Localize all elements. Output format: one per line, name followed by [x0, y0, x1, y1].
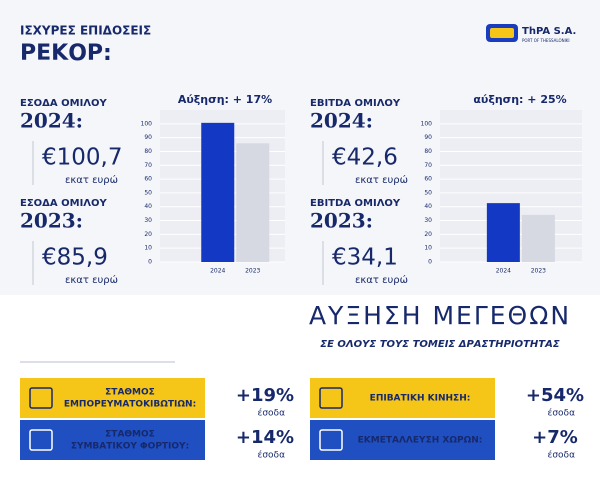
bar — [486, 203, 520, 262]
y-tick-label: 0 — [428, 259, 432, 266]
segment-note: έσοδα — [257, 408, 285, 419]
section-title: ΑΥΞΗΣΗ ΜΕΓΕΘΩΝ — [309, 301, 571, 330]
segment-note: έσοδα — [547, 408, 575, 419]
segment-box — [20, 378, 205, 418]
kpi-unit: εκατ ευρώ — [65, 274, 118, 286]
y-tick-label: 60 — [424, 176, 432, 183]
segment-icon — [319, 387, 343, 409]
segment-icon — [319, 429, 343, 451]
chart-title: Αύξηση: + 17% — [178, 93, 272, 106]
y-tick-label: 60 — [144, 176, 152, 183]
segment-label: ΣΤΑΘΜΟΣ — [105, 388, 155, 398]
x-tick-label: 2023 — [245, 268, 260, 275]
segment-note: έσοδα — [547, 450, 575, 461]
y-tick-label: 70 — [144, 162, 152, 169]
kpi-value: €100,7 — [42, 145, 122, 171]
kpi-label: EBITDA ΟΜΙΛΟΥ — [310, 98, 401, 109]
y-tick-label: 10 — [424, 245, 432, 252]
y-tick-label: 90 — [144, 134, 152, 141]
y-tick-label: 10 — [144, 245, 152, 252]
segment-label: ΕΚΜΕΤΑΛΛΕΥΣΗ ΧΩΡΩΝ: — [358, 436, 483, 446]
kpi-year: 2024: — [310, 109, 373, 133]
kpi-unit: εκατ ευρώ — [65, 174, 118, 186]
segment-change: +54% — [526, 385, 584, 406]
x-tick-label: 2024 — [496, 268, 511, 275]
x-tick-label: 2023 — [531, 268, 546, 275]
y-tick-label: 40 — [144, 203, 152, 210]
kpi-label: ΕΣΟΔΑ ΟΜΙΛΟΥ — [20, 198, 108, 209]
segment-label: ΣΥΜΒΑΤΙΚΟΥ ΦΟΡΤΙΟΥ: — [71, 442, 189, 452]
bar — [521, 214, 555, 262]
segment-box — [310, 420, 495, 460]
segment-icon — [29, 429, 53, 451]
y-tick-label: 20 — [424, 231, 432, 238]
y-tick-label: 30 — [424, 217, 432, 224]
logo-tagline: PORT OF THESSALONIKI — [522, 38, 570, 43]
segment-label: ΣΤΑΘΜΟΣ — [105, 430, 155, 440]
y-tick-label: 20 — [144, 231, 152, 238]
header-subtitle: ΡΕΚΟΡ: — [20, 41, 112, 66]
kpi-year: 2024: — [20, 109, 83, 133]
y-tick-label: 100 — [141, 120, 153, 127]
y-tick-label: 50 — [144, 189, 152, 196]
kpi-unit: εκατ ευρώ — [355, 174, 408, 186]
y-tick-label: 40 — [424, 203, 432, 210]
kpi-year: 2023: — [20, 209, 83, 233]
segment-change: +19% — [236, 385, 294, 406]
segment-label: ΕΠΙΒΑΤΙΚΗ ΚΙΝΗΣΗ: — [370, 394, 471, 404]
header-title: ΙΣΧΥΡΕΣ ΕΠΙΔΟΣΕΙΣ — [20, 24, 151, 38]
kpi-unit: εκατ ευρώ — [355, 274, 408, 286]
y-tick-label: 70 — [424, 162, 432, 169]
y-tick-label: 80 — [144, 148, 152, 155]
segment-change: +7% — [532, 427, 578, 448]
segment-box — [310, 378, 495, 418]
y-tick-label: 90 — [424, 134, 432, 141]
segment-icon — [29, 387, 53, 409]
kpi-value: €85,9 — [42, 245, 108, 271]
x-tick-label: 2024 — [210, 268, 225, 275]
kpi-year: 2023: — [310, 209, 373, 233]
y-tick-label: 0 — [148, 259, 152, 266]
logo-name: ThPA S.A. — [522, 26, 576, 37]
segment-box — [20, 420, 205, 460]
section-subtitle: ΣΕ ΟΛΟΥΣ ΤΟΥΣ ΤΟΜΕΙΣ ΔΡΑΣΤΗΡΙΟΤΗΤΑΣ — [320, 339, 560, 350]
kpi-value: €34,1 — [332, 245, 398, 271]
logo: ThPA S.A. PORT OF THESSALONIKI — [486, 24, 576, 43]
segment-label: ΕΜΠΟΡΕΥΜΑΤΟΚΙΒΩΤΙΩΝ: — [64, 400, 196, 410]
logo-mark-inner — [490, 28, 514, 38]
kpi-value: €42,6 — [332, 145, 398, 171]
segment-note: έσοδα — [257, 450, 285, 461]
kpi-label: ΕΣΟΔΑ ΟΜΙΛΟΥ — [20, 98, 108, 109]
bar — [201, 122, 235, 262]
y-tick-label: 100 — [421, 120, 433, 127]
bar — [236, 143, 270, 262]
kpi-label: EBITDA ΟΜΙΛΟΥ — [310, 198, 401, 209]
chart-title: αύξηση: + 25% — [473, 93, 566, 106]
y-tick-label: 80 — [424, 148, 432, 155]
y-tick-label: 50 — [424, 189, 432, 196]
segment-change: +14% — [236, 427, 294, 448]
y-tick-label: 30 — [144, 217, 152, 224]
